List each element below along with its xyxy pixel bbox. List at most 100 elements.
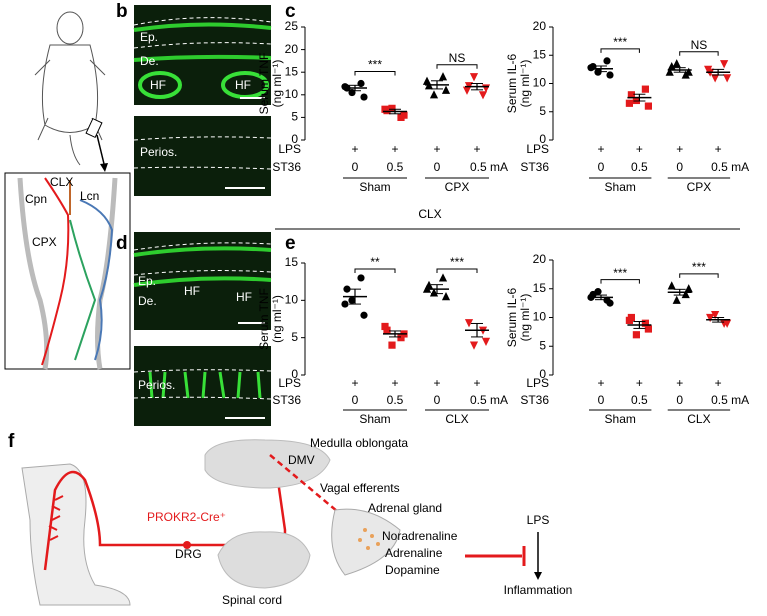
row-label: LPS	[278, 376, 301, 390]
st36-value: 0	[434, 160, 441, 174]
data-point	[681, 289, 690, 299]
panel-label: e	[285, 233, 296, 254]
data-point	[641, 85, 649, 93]
data-point	[348, 296, 356, 304]
label: CPX	[32, 235, 57, 249]
row-label: LPS	[526, 142, 549, 156]
lps-value: +	[676, 376, 683, 390]
label: PROKR2-Cre⁺	[147, 510, 226, 524]
y-axis-label: (ng ml⁻¹)	[518, 60, 532, 108]
data-point	[684, 284, 693, 293]
row-label: LPS	[526, 376, 549, 390]
row-label: LPS	[278, 142, 301, 156]
panel-label: d	[116, 233, 128, 254]
lps-value: +	[636, 142, 643, 156]
y-tick-label: 15	[285, 255, 299, 269]
lps-value: +	[391, 376, 398, 390]
drg	[183, 541, 191, 549]
adrenal-gland	[331, 508, 401, 576]
y-tick-label: 10	[533, 76, 547, 90]
label: LPS	[527, 513, 550, 527]
panel-label: f	[8, 431, 15, 452]
nerve-branch	[69, 219, 97, 361]
data-point	[478, 91, 488, 100]
y-axis-label: (ng ml⁻¹)	[270, 60, 284, 108]
st36-value: 0.5	[387, 160, 404, 174]
vagal-path	[269, 454, 351, 523]
significance: **	[370, 255, 380, 269]
st36-value: 0.5 mA	[711, 393, 749, 407]
data-point	[711, 311, 720, 320]
group-label: Sham	[605, 180, 636, 194]
lps-value: +	[351, 142, 358, 156]
data-point	[627, 91, 635, 99]
micrograph-d-top	[133, 232, 272, 330]
st36-value: 0.5	[387, 393, 404, 407]
data-point	[606, 299, 614, 307]
data-point	[481, 337, 491, 346]
data-point	[684, 67, 693, 76]
y-axis-label: (ng ml⁻¹)	[518, 294, 532, 342]
st36-value: 0.5 mA	[470, 393, 508, 407]
y-tick-label: 10	[285, 87, 299, 101]
nerve-cpn	[41, 177, 70, 366]
row-label: ST36	[272, 393, 301, 407]
data-point	[441, 85, 451, 94]
leg-box	[4, 172, 131, 370]
panel-label: c	[285, 1, 296, 22]
st36-value: 0	[352, 393, 359, 407]
data-point	[400, 111, 408, 119]
y-axis-label: Serum IL-6	[505, 287, 519, 347]
group-label: Sham	[359, 412, 390, 426]
data-point	[357, 274, 365, 282]
significance-bracket	[600, 279, 640, 284]
label: DMV	[288, 453, 315, 467]
data-point	[441, 292, 451, 301]
label: Ep.	[140, 30, 158, 44]
data-point	[711, 74, 720, 83]
significance-bracket	[436, 64, 478, 69]
significance-bracket	[354, 268, 396, 273]
st36-value: 0	[598, 160, 605, 174]
lps-value: +	[715, 376, 722, 390]
y-tick-label: 15	[285, 64, 299, 78]
data-point	[603, 57, 611, 65]
lps-value: +	[597, 376, 604, 390]
micrograph-b-top	[133, 5, 272, 105]
y-tick-label: 5	[539, 104, 546, 118]
y-tick-label: 0	[291, 367, 298, 381]
data-point	[381, 105, 389, 113]
label: HF	[184, 284, 200, 298]
data-point	[464, 319, 474, 328]
granules	[358, 528, 380, 550]
st36-value: 0	[676, 393, 683, 407]
data-point	[606, 71, 614, 79]
data-point	[723, 74, 732, 83]
data-point	[587, 64, 595, 72]
group-label: CLX	[687, 412, 710, 426]
st36-value: 0.5	[631, 393, 648, 407]
micrograph-d-bottom	[133, 346, 272, 426]
label: Noradrenaline	[382, 529, 458, 543]
significance: ***	[368, 58, 382, 72]
label: Perios.	[138, 378, 175, 392]
panel-label: b	[116, 1, 128, 22]
lps-value: +	[715, 142, 722, 156]
y-tick-label: 10	[285, 293, 299, 307]
y-tick-label: 10	[533, 310, 547, 324]
lps-value: +	[636, 376, 643, 390]
y-tick-label: 0	[539, 367, 546, 381]
st36-value: 0	[352, 160, 359, 174]
label: Vagal efferents	[320, 481, 400, 495]
data-point	[706, 313, 715, 323]
lps-value: +	[433, 142, 440, 156]
y-tick-label: 25	[285, 19, 299, 33]
label: DRG	[175, 547, 202, 561]
y-axis-label: Serum IL-6	[505, 53, 519, 113]
data-point	[625, 99, 633, 107]
data-point	[462, 86, 472, 95]
st36-value: 0.5	[631, 160, 648, 174]
y-tick-label: 5	[291, 330, 298, 344]
label: CLX	[50, 175, 73, 189]
endings	[48, 495, 64, 541]
